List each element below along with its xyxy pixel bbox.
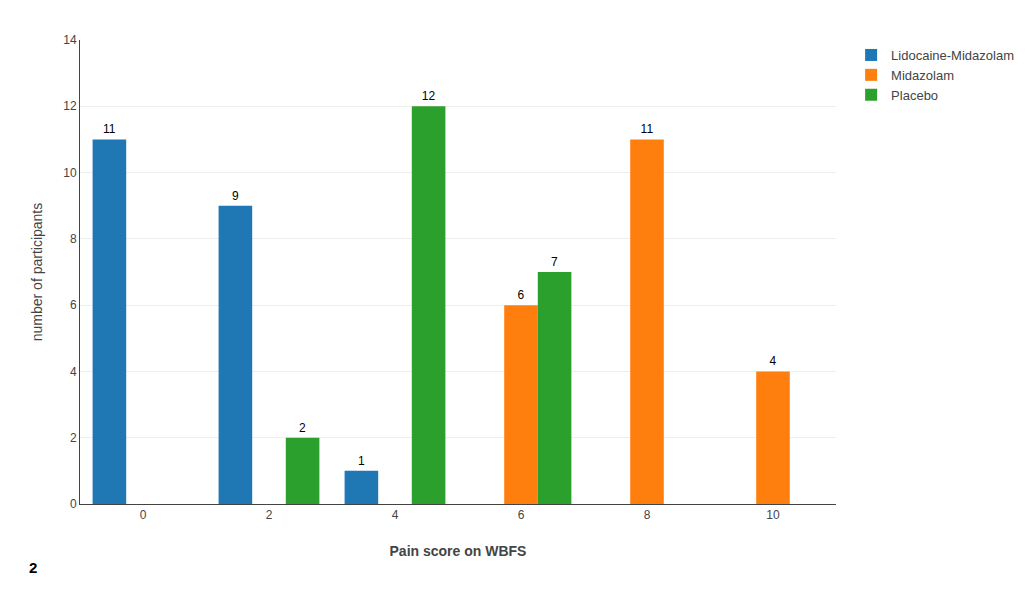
- svg-text:9: 9: [232, 189, 239, 203]
- svg-text:8: 8: [70, 232, 77, 246]
- svg-text:Placebo: Placebo: [891, 88, 938, 103]
- svg-text:number of participants: number of participants: [29, 203, 45, 342]
- svg-text:12: 12: [63, 99, 77, 113]
- svg-text:0: 0: [140, 508, 147, 522]
- svg-text:11: 11: [103, 122, 116, 136]
- svg-text:2: 2: [70, 431, 77, 445]
- svg-text:10: 10: [766, 508, 780, 522]
- svg-text:7: 7: [551, 255, 558, 269]
- svg-text:2: 2: [266, 508, 273, 522]
- svg-text:Lidocaine-Midazolam: Lidocaine-Midazolam: [891, 48, 1014, 63]
- svg-text:2: 2: [299, 421, 306, 435]
- svg-text:0: 0: [70, 497, 77, 511]
- svg-text:4: 4: [770, 354, 777, 368]
- svg-text:12: 12: [422, 89, 436, 103]
- svg-text:14: 14: [63, 33, 77, 47]
- svg-text:6: 6: [70, 298, 77, 312]
- svg-text:2: 2: [29, 559, 37, 576]
- svg-text:Pain score on WBFS: Pain score on WBFS: [390, 543, 527, 559]
- svg-text:Midazolam: Midazolam: [891, 68, 954, 83]
- svg-text:8: 8: [644, 508, 651, 522]
- svg-text:4: 4: [392, 508, 399, 522]
- svg-text:6: 6: [518, 288, 525, 302]
- svg-text:1: 1: [358, 454, 365, 468]
- svg-text:6: 6: [518, 508, 525, 522]
- svg-text:10: 10: [63, 166, 77, 180]
- svg-text:4: 4: [70, 365, 77, 379]
- svg-text:11: 11: [641, 122, 654, 136]
